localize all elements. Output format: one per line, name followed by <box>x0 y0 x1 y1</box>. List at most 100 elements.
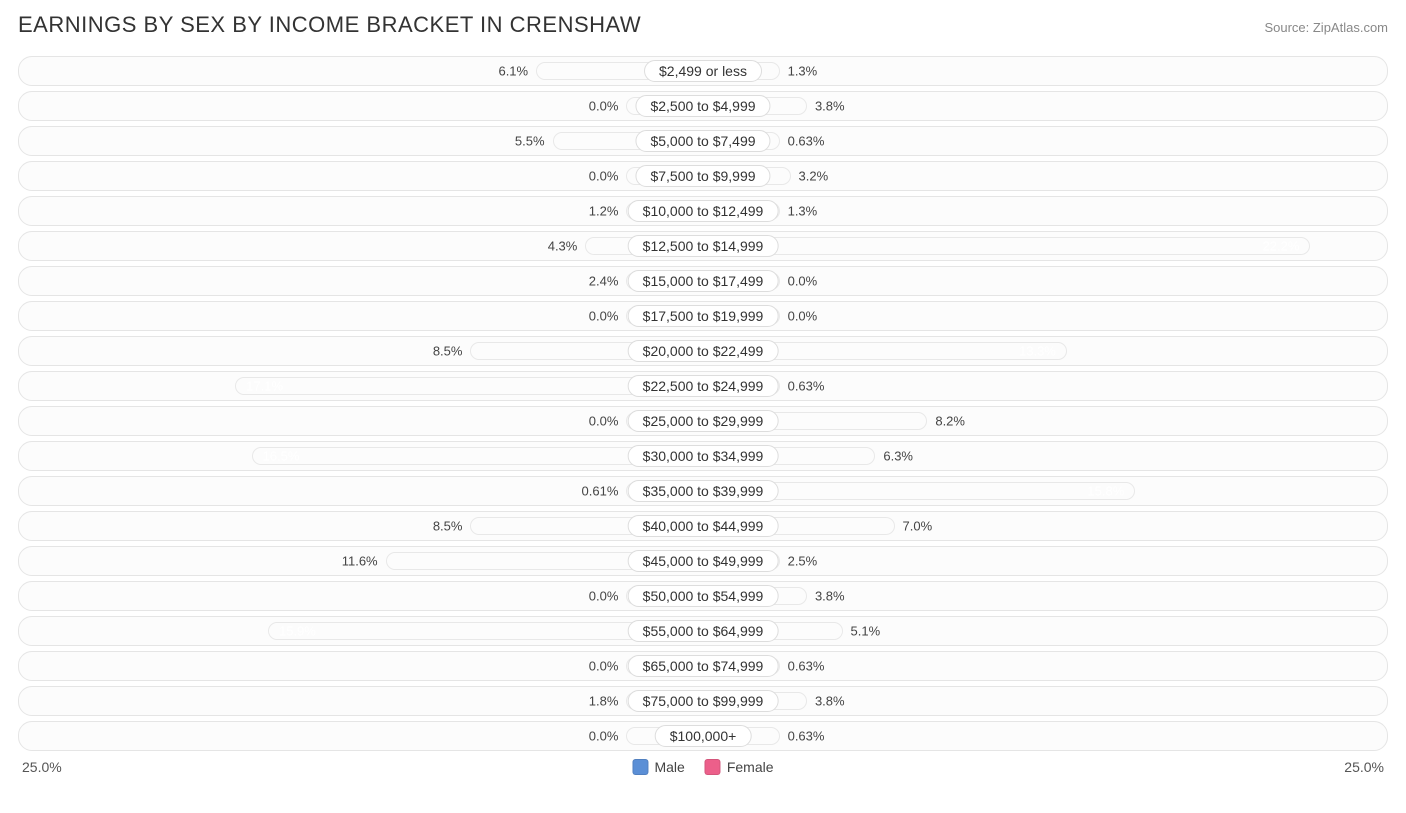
chart-row: 0.0% 3.8% $2,500 to $4,999 <box>18 91 1388 121</box>
legend-female: Female <box>705 759 774 775</box>
legend-label-male: Male <box>654 759 684 775</box>
female-pct-label: 3.8% <box>815 99 845 114</box>
male-half: 8.5% <box>19 512 703 540</box>
bracket-label: $45,000 to $49,999 <box>628 550 779 572</box>
female-pct-label: 0.0% <box>788 309 818 324</box>
bracket-label: $22,500 to $24,999 <box>628 375 779 397</box>
chart-row: 17.1%0.63%$22,500 to $24,999 <box>18 371 1388 401</box>
female-pct-label: 0.63% <box>788 729 825 744</box>
chart-row: 1.8% 3.8% $75,000 to $99,999 <box>18 686 1388 716</box>
male-pct-label: 6.1% <box>498 64 528 79</box>
chart-row: 0.0% 8.2% $25,000 to $29,999 <box>18 406 1388 436</box>
chart-source: Source: ZipAtlas.com <box>1264 20 1388 35</box>
bracket-label: $55,000 to $64,999 <box>628 620 779 642</box>
bracket-label: $25,000 to $29,999 <box>628 410 779 432</box>
male-half: 0.0% <box>19 407 703 435</box>
female-pct-label: 3.2% <box>799 169 829 184</box>
male-half: 0.0% <box>19 302 703 330</box>
bracket-label: $2,499 or less <box>644 60 762 82</box>
female-half: 3.8% <box>703 687 1387 715</box>
chart-row: 0.0% 0.63% $100,000+ <box>18 721 1388 751</box>
bracket-label: $5,000 to $7,499 <box>635 130 770 152</box>
female-pct-label: 0.63% <box>788 659 825 674</box>
chart-row: 8.5%13.3%$20,000 to $22,499 <box>18 336 1388 366</box>
male-pct-label: 2.4% <box>589 274 619 289</box>
male-pct-label: 0.0% <box>589 659 619 674</box>
male-pct-label: 1.2% <box>589 204 619 219</box>
chart-header: EARNINGS BY SEX BY INCOME BRACKET IN CRE… <box>18 12 1388 38</box>
male-half: 15.9% <box>19 617 703 645</box>
female-half: 0.63% <box>703 722 1387 750</box>
male-half: 0.0% <box>19 582 703 610</box>
male-half: 8.5% <box>19 337 703 365</box>
chart-row: 16.5% 6.3% $30,000 to $34,999 <box>18 441 1388 471</box>
male-pct-label: 0.0% <box>589 729 619 744</box>
female-pct-label: 2.5% <box>788 554 818 569</box>
female-pct-label: 8.2% <box>935 414 965 429</box>
female-pct-label: 3.8% <box>815 694 845 709</box>
chart-row: 1.2% 1.3% $10,000 to $12,499 <box>18 196 1388 226</box>
female-pct-label: 1.3% <box>788 204 818 219</box>
bracket-label: $40,000 to $44,999 <box>628 515 779 537</box>
male-pct-label: 0.0% <box>589 589 619 604</box>
diverging-bar-chart: 6.1%1.3%$2,499 or less0.0%3.8%$2,500 to … <box>18 56 1388 751</box>
male-pct-label: 4.3% <box>548 239 578 254</box>
chart-row: 15.9% 5.1% $55,000 to $64,999 <box>18 616 1388 646</box>
bracket-label: $65,000 to $74,999 <box>628 655 779 677</box>
legend-label-female: Female <box>727 759 774 775</box>
male-pct-label: 0.61% <box>582 484 619 499</box>
bracket-label: $75,000 to $99,999 <box>628 690 779 712</box>
male-pct-label: 1.8% <box>589 694 619 709</box>
male-pct-label: 0.0% <box>589 309 619 324</box>
chart-row: 8.5% 7.0% $40,000 to $44,999 <box>18 511 1388 541</box>
legend-swatch-male <box>632 759 648 775</box>
female-half: 7.0% <box>703 512 1387 540</box>
bracket-label: $7,500 to $9,999 <box>635 165 770 187</box>
male-half: 4.3% <box>19 232 703 260</box>
bracket-label: $15,000 to $17,499 <box>628 270 779 292</box>
male-pct-label: 0.0% <box>589 169 619 184</box>
female-half: 2.5% <box>703 547 1387 575</box>
axis-max-right: 25.0% <box>1344 759 1384 775</box>
female-half: 0.63% <box>703 127 1387 155</box>
bracket-label: $30,000 to $34,999 <box>628 445 779 467</box>
male-half: 1.2% <box>19 197 703 225</box>
female-pct-label: 3.8% <box>815 589 845 604</box>
legend-male: Male <box>632 759 684 775</box>
female-pct-label: 5.1% <box>851 624 881 639</box>
chart-row: 11.6% 2.5% $45,000 to $49,999 <box>18 546 1388 576</box>
male-half: 17.1% <box>19 372 703 400</box>
male-half: 0.0% <box>19 652 703 680</box>
male-half: 16.5% <box>19 442 703 470</box>
female-pct-label: 15.8% <box>1087 484 1124 499</box>
female-half: 3.8% <box>703 92 1387 120</box>
axis-max-left: 25.0% <box>22 759 62 775</box>
bracket-label: $17,500 to $19,999 <box>628 305 779 327</box>
male-half: 0.0% <box>19 162 703 190</box>
bracket-label: $12,500 to $14,999 <box>628 235 779 257</box>
chart-title: EARNINGS BY SEX BY INCOME BRACKET IN CRE… <box>18 12 641 38</box>
male-half: 0.0% <box>19 92 703 120</box>
bracket-label: $50,000 to $54,999 <box>628 585 779 607</box>
bracket-label: $10,000 to $12,499 <box>628 200 779 222</box>
male-pct-label: 5.5% <box>515 134 545 149</box>
male-half: 1.8% <box>19 687 703 715</box>
female-half: 0.0% <box>703 302 1387 330</box>
chart-row: 0.0% 0.0% $17,500 to $19,999 <box>18 301 1388 331</box>
male-half: 0.61% <box>19 477 703 505</box>
bracket-label: $100,000+ <box>655 725 752 747</box>
female-half: 8.2% <box>703 407 1387 435</box>
female-half: 1.3% <box>703 197 1387 225</box>
female-pct-label: 7.0% <box>903 519 933 534</box>
male-pct-label: 17.1% <box>246 379 283 394</box>
female-half: 1.3% <box>703 57 1387 85</box>
bracket-label: $2,500 to $4,999 <box>635 95 770 117</box>
female-half: 5.1% <box>703 617 1387 645</box>
male-pct-label: 11.6% <box>342 554 378 569</box>
female-pct-label: 22.2% <box>1263 239 1300 254</box>
chart-row: 0.0% 0.63% $65,000 to $74,999 <box>18 651 1388 681</box>
male-pct-label: 0.0% <box>589 99 619 114</box>
chart-row: 0.0% 3.2% $7,500 to $9,999 <box>18 161 1388 191</box>
female-pct-label: 6.3% <box>883 449 913 464</box>
male-half: 2.4% <box>19 267 703 295</box>
